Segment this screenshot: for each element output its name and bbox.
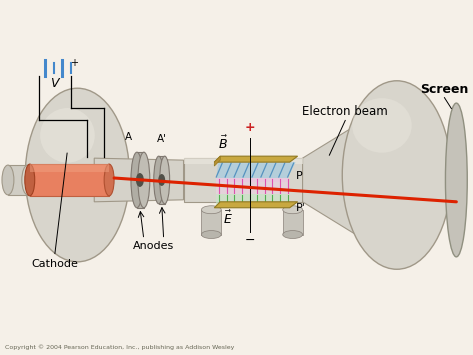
Ellipse shape xyxy=(352,98,412,153)
Ellipse shape xyxy=(201,231,221,239)
Text: +: + xyxy=(245,121,255,134)
Text: Copyright © 2004 Pearson Education, Inc., publishing as Addison Wesley: Copyright © 2004 Pearson Education, Inc.… xyxy=(5,344,234,350)
Ellipse shape xyxy=(160,156,170,204)
Polygon shape xyxy=(214,156,220,166)
Polygon shape xyxy=(216,178,288,182)
Ellipse shape xyxy=(25,88,130,262)
Ellipse shape xyxy=(154,156,164,204)
Ellipse shape xyxy=(283,206,303,214)
Polygon shape xyxy=(8,165,28,195)
Polygon shape xyxy=(201,210,221,235)
Text: +: + xyxy=(70,58,79,68)
Text: V: V xyxy=(50,77,59,90)
Text: $\vec{B}$: $\vec{B}$ xyxy=(218,135,228,152)
Text: A': A' xyxy=(157,134,166,144)
Text: A: A xyxy=(125,132,132,142)
Polygon shape xyxy=(30,164,109,196)
Ellipse shape xyxy=(131,152,143,208)
Polygon shape xyxy=(216,162,296,178)
Polygon shape xyxy=(94,158,184,202)
Polygon shape xyxy=(184,158,303,202)
Polygon shape xyxy=(283,210,303,235)
Polygon shape xyxy=(30,164,109,172)
Ellipse shape xyxy=(22,165,34,195)
Polygon shape xyxy=(184,158,303,164)
Ellipse shape xyxy=(201,206,221,214)
Polygon shape xyxy=(159,156,165,204)
Ellipse shape xyxy=(138,152,150,208)
Ellipse shape xyxy=(158,174,165,186)
Polygon shape xyxy=(137,152,144,208)
Text: Screen: Screen xyxy=(420,83,469,95)
Polygon shape xyxy=(214,202,298,208)
Text: Electron beam: Electron beam xyxy=(302,105,388,119)
Ellipse shape xyxy=(25,164,35,196)
Ellipse shape xyxy=(446,103,467,257)
Polygon shape xyxy=(216,178,288,194)
Ellipse shape xyxy=(40,108,95,163)
Ellipse shape xyxy=(2,165,14,195)
Ellipse shape xyxy=(136,173,144,187)
Polygon shape xyxy=(303,119,367,241)
Text: Anodes: Anodes xyxy=(133,241,175,251)
Text: P: P xyxy=(296,171,302,181)
Text: −: − xyxy=(245,234,255,247)
Polygon shape xyxy=(216,194,288,206)
Polygon shape xyxy=(214,156,298,162)
Ellipse shape xyxy=(104,164,114,196)
Text: Cathode: Cathode xyxy=(31,260,78,269)
Text: $\vec{E}$: $\vec{E}$ xyxy=(223,210,233,227)
Ellipse shape xyxy=(342,81,451,269)
Ellipse shape xyxy=(283,231,303,239)
Text: P': P' xyxy=(296,203,306,213)
